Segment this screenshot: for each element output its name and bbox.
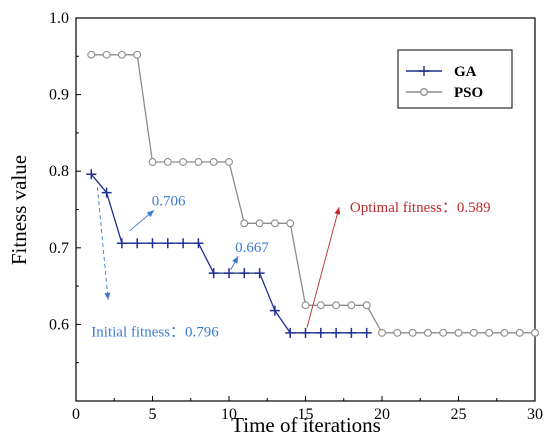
- x-tick-label: 0: [72, 406, 80, 423]
- pso-point: [87, 50, 96, 59]
- pso-point: [286, 219, 295, 228]
- x-tick-label: 30: [527, 406, 543, 423]
- pso-point: [485, 328, 494, 337]
- ga-point: [315, 327, 326, 338]
- ga-point: [101, 187, 112, 198]
- pso-point: [301, 301, 310, 310]
- ga-point: [193, 238, 204, 249]
- pso-point: [423, 328, 432, 337]
- y-tick-label: 0.8: [49, 163, 69, 180]
- annotation-arrowhead: [334, 207, 341, 215]
- x-axis-title: Time of iterations: [231, 413, 381, 437]
- ga-point: [300, 327, 311, 338]
- pso-point: [194, 158, 203, 166]
- ga-point: [147, 238, 158, 249]
- pso-point: [163, 158, 172, 166]
- legend-pso-label: PSO: [454, 85, 483, 101]
- x-tick-label: 5: [149, 406, 157, 423]
- pso-point: [454, 328, 463, 337]
- y-tick-label: 0.9: [49, 87, 69, 104]
- pso-point: [240, 219, 249, 228]
- annotation-arrow: [306, 207, 340, 328]
- pso-point: [408, 328, 417, 337]
- pso-point: [439, 328, 448, 337]
- legend-box: [397, 49, 513, 109]
- pso-point: [102, 50, 111, 59]
- ga-point: [86, 169, 97, 180]
- ga-series-line: [90, 173, 367, 334]
- pso-point: [225, 158, 233, 166]
- x-axis: 0 5 10 15 20 25 30: [72, 396, 543, 423]
- pso-point: [117, 50, 126, 59]
- pso-point: [133, 50, 142, 59]
- x-tick-label: 15: [298, 406, 314, 423]
- pso-point: [393, 328, 402, 337]
- annotation-label: 0.667: [235, 240, 269, 256]
- annotation-arrowhead: [104, 292, 111, 300]
- annotation-arrowhead: [146, 210, 155, 218]
- pso-point: [500, 328, 509, 337]
- pso-point: [362, 301, 371, 310]
- annotation-arrow: [96, 187, 109, 300]
- ga-point: [269, 305, 280, 316]
- y-tick-label: 0.7: [49, 240, 69, 257]
- x-tick-label: 25: [451, 406, 467, 423]
- annotation-label: Optimal fitness：0.589: [350, 200, 491, 216]
- pso-point: [148, 158, 157, 166]
- legend-ga-label: GA: [454, 64, 477, 80]
- ga-point: [132, 238, 143, 249]
- pso-point: [469, 328, 478, 337]
- pso-point: [515, 328, 524, 337]
- y-tick-label: 0.6: [49, 316, 69, 333]
- annotation-arrowhead: [232, 256, 239, 264]
- legend-ga-marker: [419, 66, 429, 76]
- pso-point: [531, 328, 539, 337]
- pso-point: [378, 328, 386, 337]
- y-axis: 0.6 0.7 0.8 0.9 1.0: [49, 10, 81, 364]
- pso-point: [332, 301, 341, 310]
- annotation-label: 0.706: [152, 193, 186, 209]
- pso-point: [209, 158, 218, 166]
- x-tick-label: 20: [374, 406, 390, 423]
- ga-point: [239, 268, 250, 279]
- legend: GA PSO: [397, 49, 513, 109]
- ga-point: [346, 327, 357, 338]
- y-tick-label: 1.0: [49, 10, 69, 27]
- ga-point: [162, 238, 173, 249]
- ga-point: [331, 327, 342, 338]
- pso-point: [255, 219, 264, 228]
- pso-point: [316, 301, 325, 310]
- ga-point: [116, 238, 127, 249]
- ga-point: [208, 268, 219, 279]
- ga-point: [285, 327, 296, 338]
- annotations: 0.706 0.667 Optimal fitness：0.589 Initial f…: [91, 187, 491, 340]
- pso-point: [270, 219, 279, 228]
- ga-point: [224, 268, 234, 279]
- pso-point: [347, 301, 356, 310]
- annotation-label: Initial fitness：0.796: [91, 324, 219, 340]
- y-axis-title: Fitness value: [7, 155, 31, 265]
- ga-point: [254, 268, 265, 279]
- ga-point: [361, 327, 372, 338]
- legend-pso-marker: [420, 87, 429, 96]
- ga-point: [178, 238, 189, 249]
- pso-point: [179, 158, 188, 166]
- x-tick-label: 10: [221, 406, 237, 423]
